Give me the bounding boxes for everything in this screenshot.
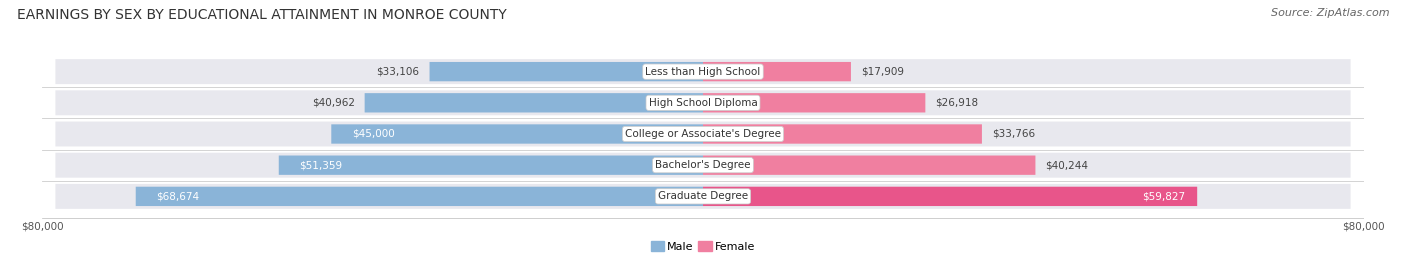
FancyBboxPatch shape	[332, 124, 703, 144]
Text: $17,909: $17,909	[860, 67, 904, 77]
Text: $68,674: $68,674	[156, 191, 200, 201]
Text: EARNINGS BY SEX BY EDUCATIONAL ATTAINMENT IN MONROE COUNTY: EARNINGS BY SEX BY EDUCATIONAL ATTAINMEN…	[17, 8, 506, 22]
FancyBboxPatch shape	[55, 90, 1351, 115]
Text: High School Diploma: High School Diploma	[648, 98, 758, 108]
Text: Bachelor's Degree: Bachelor's Degree	[655, 160, 751, 170]
FancyBboxPatch shape	[55, 121, 1351, 147]
FancyBboxPatch shape	[55, 153, 1351, 178]
Text: $40,962: $40,962	[312, 98, 354, 108]
Text: $26,918: $26,918	[935, 98, 979, 108]
Text: $40,244: $40,244	[1045, 160, 1088, 170]
FancyBboxPatch shape	[703, 187, 1197, 206]
FancyBboxPatch shape	[703, 124, 981, 144]
FancyBboxPatch shape	[364, 93, 703, 113]
Text: $51,359: $51,359	[299, 160, 343, 170]
Text: Less than High School: Less than High School	[645, 67, 761, 77]
FancyBboxPatch shape	[55, 184, 1351, 209]
Text: Source: ZipAtlas.com: Source: ZipAtlas.com	[1271, 8, 1389, 18]
Text: College or Associate's Degree: College or Associate's Degree	[626, 129, 780, 139]
FancyBboxPatch shape	[136, 187, 703, 206]
FancyBboxPatch shape	[703, 93, 925, 113]
FancyBboxPatch shape	[703, 62, 851, 81]
FancyBboxPatch shape	[278, 155, 703, 175]
Text: Graduate Degree: Graduate Degree	[658, 191, 748, 201]
FancyBboxPatch shape	[55, 59, 1351, 84]
Text: $33,766: $33,766	[991, 129, 1035, 139]
FancyBboxPatch shape	[703, 155, 1035, 175]
Text: $59,827: $59,827	[1142, 191, 1185, 201]
Text: $33,106: $33,106	[377, 67, 419, 77]
FancyBboxPatch shape	[430, 62, 703, 81]
Legend: Male, Female: Male, Female	[651, 241, 755, 252]
Text: $45,000: $45,000	[352, 129, 395, 139]
